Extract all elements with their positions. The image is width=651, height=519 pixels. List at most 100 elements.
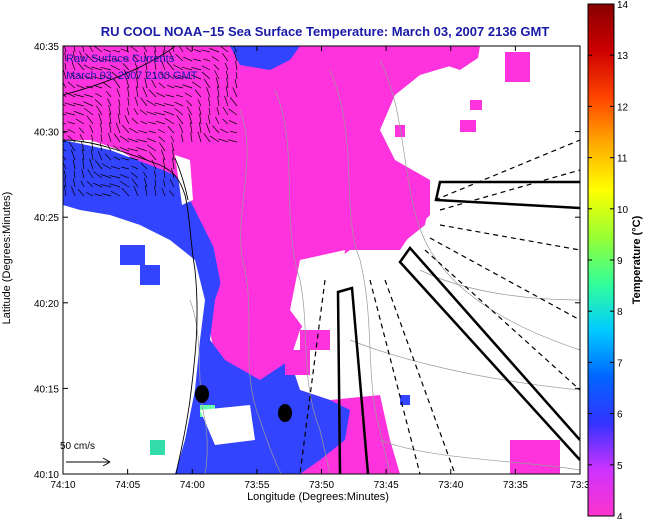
sst-patch-small (395, 125, 405, 137)
current-vector (129, 46, 139, 53)
current-vector (218, 138, 229, 143)
current-vector (198, 106, 202, 116)
x-axis-label: Longitude (Degrees:Minutes) (247, 491, 389, 503)
current-vector (90, 149, 94, 161)
coastline-nj (63, 139, 198, 474)
current-vector (172, 158, 175, 170)
current-vector (213, 64, 220, 71)
current-vectors (63, 46, 238, 197)
current-vector (232, 87, 238, 98)
current-vector (101, 163, 112, 170)
current-vector (226, 77, 229, 89)
current-vector (185, 47, 193, 53)
current-vector (121, 157, 130, 161)
current-vector (119, 180, 130, 188)
current-vector (186, 100, 193, 107)
current-vector (110, 65, 121, 71)
current-vector (119, 146, 130, 152)
current-vector (75, 118, 85, 125)
current-vector (73, 178, 76, 188)
current-vector (100, 74, 112, 80)
current-vector (93, 84, 103, 89)
current-vector (156, 92, 166, 98)
current-vector (82, 46, 85, 53)
current-vector (190, 132, 193, 143)
current-vector (108, 105, 112, 116)
current-vector (154, 46, 157, 53)
sst-patch-small (470, 100, 482, 110)
current-vector (175, 53, 184, 62)
current-vector (100, 184, 112, 188)
current-vector (83, 101, 94, 107)
current-vector (193, 48, 202, 53)
current-vector (168, 190, 175, 197)
current-vector (80, 140, 85, 152)
sst-patch-warm-inner (210, 175, 300, 355)
current-vector (70, 72, 76, 80)
y-tick-label: 40:10 (34, 470, 59, 481)
colorbar-tick-label: 8 (617, 307, 623, 318)
coastline-bay (174, 157, 189, 201)
current-vector (234, 79, 238, 89)
current-vector (67, 121, 76, 125)
current-vector (98, 113, 103, 125)
current-vector (166, 61, 175, 71)
current-vector (165, 94, 175, 98)
current-vector (235, 71, 238, 80)
current-vector (224, 95, 229, 107)
current-vector (134, 96, 139, 107)
current-vector (131, 165, 139, 170)
current-vector (148, 89, 157, 98)
current-vector (65, 112, 76, 116)
current-vector (140, 120, 148, 125)
current-vector (168, 51, 175, 62)
current-vector (71, 186, 76, 197)
current-vector (174, 101, 184, 107)
sst-patch-small (255, 395, 280, 415)
colorbar-tick-label: 14 (617, 0, 629, 11)
current-vector (154, 178, 157, 188)
current-vector (107, 98, 112, 107)
colorbar-tick-label: 9 (617, 256, 623, 267)
current-vector (137, 154, 148, 161)
current-vector (77, 62, 85, 71)
current-vector (78, 127, 85, 134)
current-vector (163, 110, 175, 116)
radar-radial (439, 169, 580, 211)
current-vector (140, 162, 148, 170)
bathymetry-contour (239, 109, 283, 474)
current-vector (143, 177, 148, 188)
current-vector (124, 115, 130, 125)
current-vector (147, 144, 157, 152)
current-vector (224, 62, 229, 71)
current-vector (228, 108, 238, 116)
current-vector (183, 56, 193, 62)
current-vector (127, 148, 139, 152)
current-vector (191, 67, 202, 71)
radar-radial (424, 249, 580, 391)
shipping-lane-north (434, 180, 580, 210)
shipping-lane-east (398, 245, 580, 461)
current-vector (89, 124, 94, 134)
current-vector (155, 120, 166, 125)
current-vector (101, 58, 112, 62)
current-vector (143, 51, 148, 62)
current-vector (110, 165, 121, 170)
current-vector (93, 182, 103, 188)
colorbar-tick-label: 6 (617, 410, 623, 421)
current-vector (94, 46, 103, 53)
current-vector (136, 139, 148, 143)
station-marker-1 (195, 385, 209, 403)
current-vector (201, 71, 211, 80)
current-vector (80, 180, 85, 188)
current-vector (209, 135, 220, 143)
current-vector (83, 64, 94, 71)
current-vector (94, 193, 103, 197)
current-vector (76, 84, 85, 89)
current-vector (172, 46, 175, 53)
sst-patch-small (510, 440, 560, 474)
current-vector (127, 138, 139, 143)
current-vector (63, 103, 67, 107)
current-vector (163, 179, 166, 188)
current-vector (198, 122, 202, 134)
